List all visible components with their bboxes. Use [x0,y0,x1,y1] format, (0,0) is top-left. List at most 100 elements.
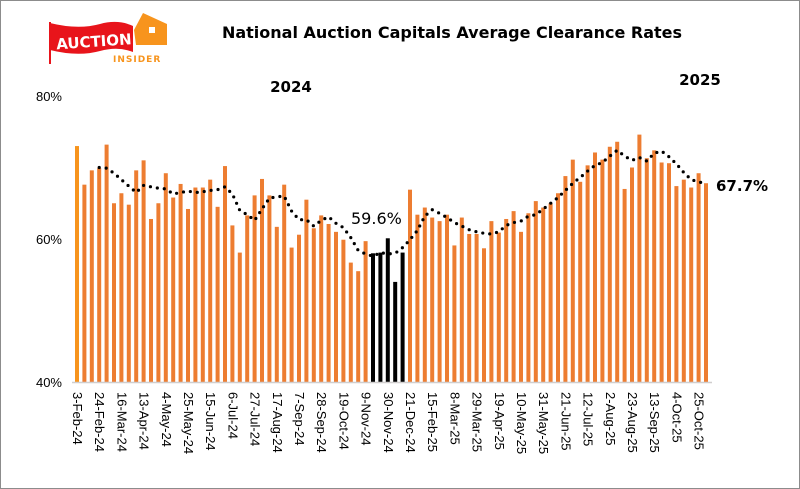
y-tick-label: 60% [36,232,62,247]
bar [267,195,272,382]
bar [511,211,516,382]
x-tick-label: 12-Jul-25 [581,392,596,446]
bar [356,271,361,382]
bar [163,173,168,382]
bar [119,193,124,382]
bar [260,178,264,382]
bar [237,252,242,382]
bar [422,207,427,382]
bar [186,208,190,382]
bar [593,152,597,382]
x-tick-label: 4-May-24 [159,392,174,447]
x-tick-label: 28-Sep-24 [314,392,329,453]
bar [208,179,213,382]
x-tick-label: 19-Oct-24 [336,392,351,450]
x-tick-label: 15-Feb-25 [425,392,440,452]
bar-highlighted [385,238,390,382]
x-tick-label: 9-Nov-24 [359,392,374,445]
bar [319,215,324,382]
bar [193,187,198,382]
bar [659,162,664,382]
x-tick-label: 6-Jul-24 [225,392,240,439]
bar [474,233,479,382]
bar [489,221,494,382]
bar [674,186,679,382]
bar [141,160,146,382]
bar [149,218,153,382]
annotation-latest: 67.7% [716,177,768,195]
bar [585,165,590,382]
bar [504,218,509,382]
bar [311,228,316,382]
bar [578,181,583,382]
x-tick-label: 30-Nov-24 [381,392,396,453]
bar [615,141,620,382]
bar [704,183,708,382]
x-tick-label: 7-Sep-24 [292,392,307,445]
bar [348,262,353,382]
bar-highlighted [371,253,375,382]
bar [334,231,338,382]
bar [637,134,642,382]
bar [652,150,657,382]
logo-text-auction: AUCTION [56,30,133,53]
bar [526,213,531,382]
bar [178,183,183,382]
x-tick-label: 31-May-25 [536,392,551,454]
bar [452,245,457,382]
bar [289,247,294,382]
bar [245,215,250,382]
x-axis-labels: 3-Feb-24 24-Feb-24 16-Mar-24 13-Apr-24 4-May… [70,392,707,454]
bars [75,134,708,382]
bar [82,184,87,382]
x-tick-label: 23-Aug-25 [625,392,640,453]
bar [556,193,560,382]
bar-highlighted [378,252,383,382]
y-axis: 80% 60% 40% [36,89,62,390]
bar [112,203,116,382]
x-tick-label: 21-Jun-25 [558,392,573,451]
bar [230,225,235,382]
bar [75,146,79,382]
bar [622,188,627,382]
bar [541,207,546,382]
x-tick-label: 16-Mar-24 [114,392,129,452]
x-tick-label: 13-Sep-25 [647,392,662,453]
x-tick-label: 27-Jul-24 [248,392,263,446]
bar [126,204,131,382]
bar [467,233,472,382]
bar [341,239,346,382]
bar-highlighted [400,252,405,382]
bar [282,184,287,382]
bar [681,179,686,382]
bar [252,195,257,382]
bar [482,248,486,382]
bar [430,217,435,382]
bar [563,176,568,382]
x-tick-label: 19-Apr-25 [492,392,507,450]
bar [644,158,649,382]
x-tick-label: 15-Jun-24 [203,392,218,451]
bar [415,214,420,382]
x-tick-label: 2-Aug-25 [603,392,618,445]
bar-highlighted [393,281,398,382]
bar [89,170,94,382]
bar [437,221,442,382]
year-label-2025: 2025 [679,71,721,89]
annotation-low: 59.6% [351,209,402,228]
x-tick-label: 21-Dec-24 [403,392,418,453]
bar [496,232,501,382]
bar [689,187,694,382]
x-tick-label: 29-Mar-25 [470,392,485,452]
chart-title: National Auction Capitals Average Cleara… [222,23,682,42]
bar [533,201,538,382]
logo-text-insider: INSIDER [113,55,161,65]
auction-insider-logo: AUCTION INSIDER [49,13,167,65]
x-tick-label: 25-Oct-25 [692,392,707,450]
bar [408,189,412,382]
bar [304,199,309,382]
y-tick-label: 80% [36,89,62,104]
bar [667,163,671,382]
bar [363,241,368,382]
